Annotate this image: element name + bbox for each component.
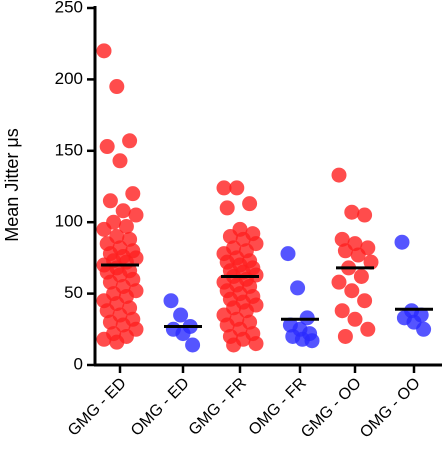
- x-tick-label: OMG - OO: [357, 375, 424, 442]
- data-point: [216, 180, 232, 196]
- data-point: [118, 218, 134, 234]
- data-point: [163, 293, 179, 309]
- data-point: [102, 274, 118, 290]
- data-point: [102, 314, 118, 330]
- data-point: [331, 167, 347, 183]
- data-point: [416, 321, 432, 337]
- data-point: [242, 196, 258, 212]
- y-axis-label: Mean Jitter μs: [2, 128, 22, 241]
- data-point: [304, 333, 320, 349]
- data-point: [115, 317, 131, 333]
- x-tick-label: GMG - ED: [65, 375, 130, 440]
- data-point: [357, 293, 373, 309]
- data-point: [337, 243, 353, 259]
- data-point: [175, 326, 191, 342]
- data-point: [353, 268, 369, 284]
- data-point: [173, 307, 189, 323]
- y-tick-label: 0: [74, 354, 83, 373]
- x-tick-label: GMG - FR: [186, 375, 250, 439]
- data-point: [350, 247, 366, 263]
- data-point: [290, 280, 306, 296]
- data-point: [102, 193, 118, 209]
- data-point: [109, 79, 125, 95]
- data-point: [248, 336, 264, 352]
- data-point: [344, 204, 360, 220]
- data-point: [185, 337, 201, 353]
- data-point: [334, 303, 350, 319]
- data-point: [115, 203, 131, 219]
- y-tick-label: 50: [64, 283, 83, 302]
- x-tick-label: OMG - ED: [128, 375, 193, 440]
- data-point: [357, 207, 373, 223]
- data-point: [96, 43, 112, 59]
- data-point: [363, 254, 379, 270]
- data-point: [280, 246, 296, 262]
- data-point: [96, 331, 112, 347]
- data-point: [344, 283, 360, 299]
- data-point: [226, 337, 242, 353]
- y-tick-label: 100: [55, 212, 83, 231]
- x-tick-label: GMG - OO: [298, 375, 365, 442]
- data-point: [334, 231, 350, 247]
- data-point: [394, 234, 410, 250]
- data-point: [99, 139, 115, 155]
- y-tick-label: 250: [55, 0, 83, 16]
- data-point: [125, 186, 141, 202]
- data-point: [109, 334, 125, 350]
- y-tick-label: 200: [55, 69, 83, 88]
- data-point: [337, 328, 353, 344]
- data-point: [99, 303, 115, 319]
- data-point: [128, 207, 144, 223]
- data-point: [360, 321, 376, 337]
- data-point: [122, 133, 138, 149]
- data-point: [219, 200, 235, 216]
- data-point: [112, 153, 128, 169]
- data-point: [222, 228, 238, 244]
- data-point: [96, 221, 112, 237]
- data-point: [331, 274, 347, 290]
- data-point: [219, 317, 235, 333]
- data-point: [122, 231, 138, 247]
- data-point: [238, 303, 254, 319]
- data-point: [229, 180, 245, 196]
- data-point: [235, 231, 251, 247]
- y-tick-label: 150: [55, 140, 83, 159]
- data-point: [347, 311, 363, 327]
